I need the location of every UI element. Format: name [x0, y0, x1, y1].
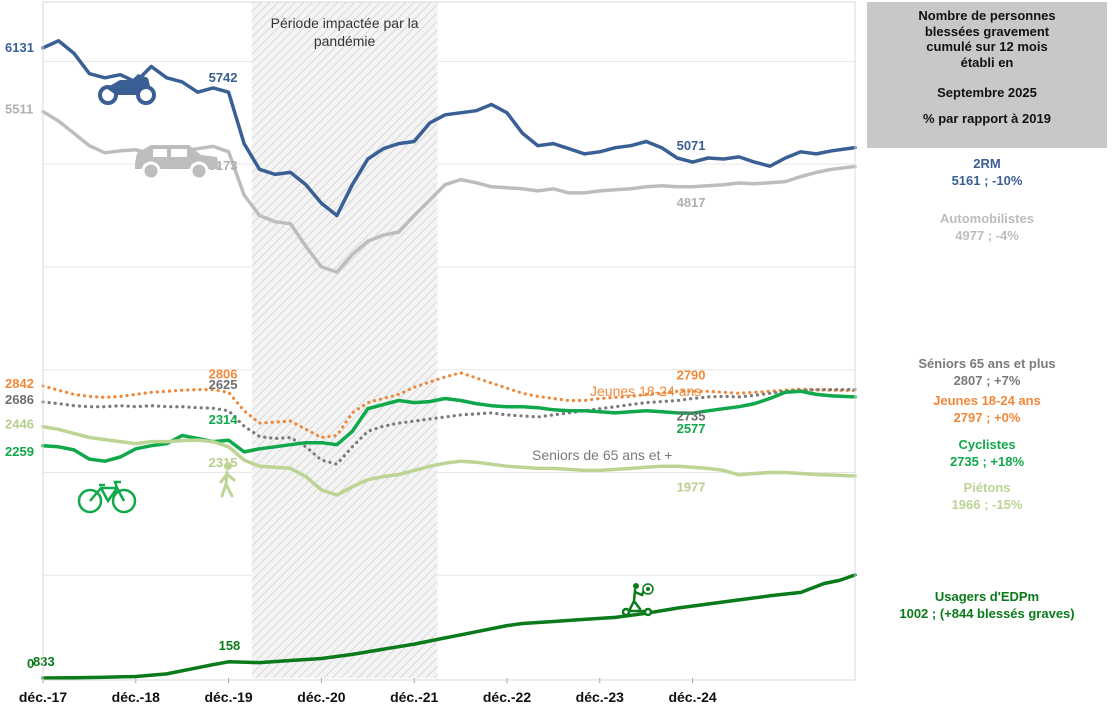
data-label: 4817 — [677, 195, 706, 210]
legend-cyclistes: Cyclistes 2735 ; +18% — [867, 436, 1107, 470]
x-tick-label: déc.-22 — [483, 689, 531, 705]
x-tick-label: déc.-20 — [297, 689, 345, 705]
data-label: 5071 — [677, 138, 706, 153]
legend-name: Automobilistes — [940, 211, 1034, 226]
legend-value: 2797 ; +0% — [953, 410, 1021, 425]
data-label: 6131 — [5, 40, 34, 55]
data-label: 1977 — [677, 479, 706, 494]
data-label: 2806 — [209, 366, 238, 381]
data-label: 833 — [33, 654, 55, 669]
summary-comparison: % par rapport à 2019 — [923, 110, 1051, 126]
pandemic-note: pandémie — [314, 33, 376, 49]
x-tick-label: déc.-21 — [390, 689, 438, 705]
legend-name: Jeunes 18-24 ans — [933, 393, 1041, 408]
legend-automobilistes: Automobilistes 4977 ; -4% — [867, 210, 1107, 244]
pandemic-note: Période impactée par la — [271, 15, 419, 31]
series-line-auto — [41, 109, 857, 274]
x-tick-label: déc.-18 — [112, 689, 160, 705]
car-icon — [135, 145, 219, 181]
x-axis: déc.-17 déc.-18 déc.-19 déc.-20 déc.-21 déc.-… — [19, 678, 717, 705]
summary-month: Septembre 2025 — [937, 85, 1037, 100]
data-label: 2790 — [677, 367, 706, 382]
data-label: 2259 — [5, 444, 34, 459]
legend-edpm: Usagers d'EDPm 1002 ; (+844 blessés grav… — [867, 588, 1107, 622]
legend-name: Piétons — [963, 480, 1011, 495]
pedestrian-icon — [219, 462, 236, 498]
data-label: 5742 — [209, 70, 238, 85]
x-tick-label: déc.-19 — [204, 689, 252, 705]
legend-jeunes: Jeunes 18-24 ans 2797 ; +0% — [867, 392, 1107, 426]
legend-seniors: Séniors 65 ans et plus 2807 ; +7% — [867, 355, 1107, 389]
legend-name: Cyclistes — [958, 437, 1016, 452]
legend-2rm: 2RM 5161 ; -10% — [867, 155, 1107, 189]
data-label: 2686 — [5, 392, 34, 407]
pandemic-band — [251, 2, 438, 678]
legend-value: 4977 ; -4% — [955, 228, 1019, 243]
legend-name: Usagers d'EDPm — [934, 589, 1040, 604]
legend-pietons: Piétons 1966 ; -15% — [867, 479, 1107, 513]
summary-line: cumulé sur 12 mois — [926, 39, 1048, 54]
x-tick-label: déc.-24 — [668, 689, 716, 705]
data-label: 2315 — [209, 455, 238, 470]
x-tick-label: déc.-23 — [576, 689, 624, 705]
legend-value: 5161 ; -10% — [951, 173, 1023, 188]
series-lines — [41, 39, 857, 680]
series-line-cyclistes — [41, 389, 857, 463]
summary-box: Nombre de personnes blessées gravement c… — [867, 2, 1107, 148]
data-label: 2625 — [209, 377, 238, 392]
summary-line: établi en — [960, 54, 1014, 70]
data-label: 2577 — [677, 421, 706, 436]
data-label: 5511 — [5, 102, 33, 117]
legend-value: 1966 ; -15% — [951, 497, 1023, 512]
data-label: 2446 — [5, 417, 34, 432]
motorcycle-icon — [98, 74, 156, 105]
series-line-seniors — [41, 387, 857, 466]
series-line-pietons — [41, 424, 857, 497]
annotations: Jeunes 18-24 ans Seniors de 65 ans et + — [532, 383, 701, 463]
series-line-edpm — [41, 573, 857, 680]
chart: Période impactée par la pandémie 6131 574… — [5, 1, 857, 705]
summary-line: blessées gravement — [924, 23, 1050, 39]
data-label: 2842 — [5, 376, 34, 391]
legend-name: 2RM — [973, 156, 1001, 171]
legend-value: 2735 ; +18% — [949, 454, 1025, 469]
gridlines — [43, 60, 855, 576]
annotation-seniors: Seniors de 65 ans et + — [532, 447, 673, 463]
data-label: 0 — [27, 656, 34, 671]
plot-border — [42, 1, 856, 681]
x-tick-label: déc.-17 — [19, 689, 67, 705]
annotation-jeunes: Jeunes 18-24 ans — [590, 383, 701, 399]
series-line-jeunes — [41, 371, 857, 440]
legend-value: 1002 ; (+844 blessés graves) — [899, 606, 1075, 621]
data-label: 2314 — [209, 412, 239, 427]
scooter-icon — [621, 583, 654, 617]
summary-line: Nombre de personnes — [918, 8, 1056, 23]
bicycle-icon — [77, 480, 137, 514]
data-label: 158 — [219, 638, 241, 653]
data-label: 2735 — [677, 408, 706, 423]
series-line-moto — [41, 39, 857, 218]
legend-value: 2807 ; +7% — [953, 373, 1021, 388]
legend-name: Séniors 65 ans et plus — [918, 356, 1056, 371]
